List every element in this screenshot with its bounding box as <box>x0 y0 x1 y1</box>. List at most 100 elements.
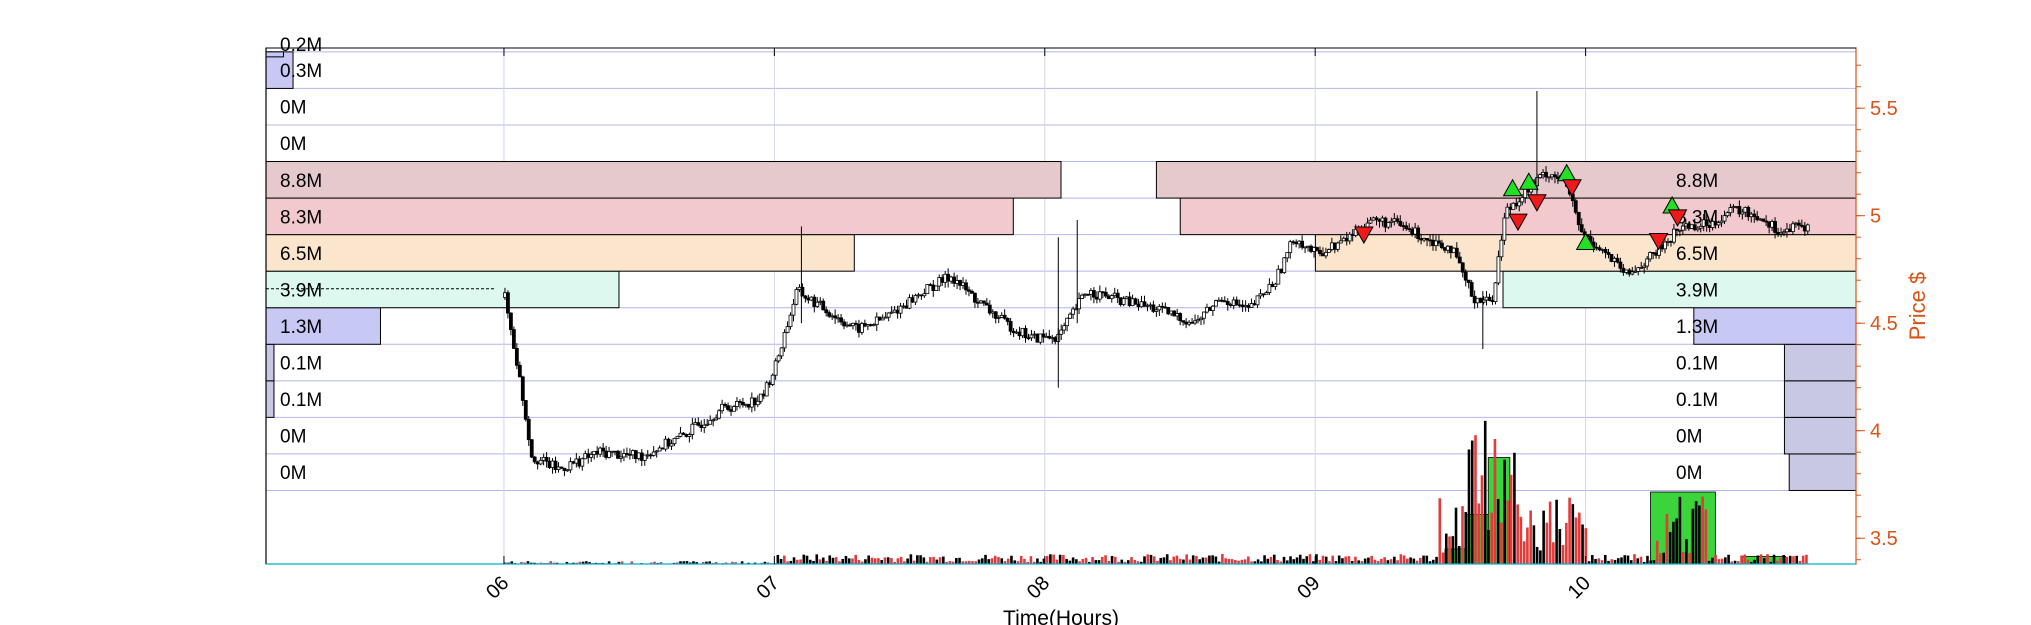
candle-body <box>1710 221 1715 228</box>
candle-body <box>1059 329 1064 335</box>
candle-body <box>1434 240 1438 247</box>
volume-bar <box>1772 554 1776 564</box>
candle-body <box>1463 271 1468 281</box>
volume-bar <box>1470 440 1474 564</box>
left-profile-bar <box>265 270 620 309</box>
volume-bar <box>1402 555 1406 564</box>
volume-bar <box>1201 557 1205 564</box>
candle-body <box>1029 334 1034 339</box>
volume-bar <box>1762 558 1766 564</box>
volume-bar <box>938 557 942 564</box>
volume-bar <box>1341 558 1344 564</box>
volume-bar <box>1509 474 1513 564</box>
left-profile-bar <box>265 161 1062 199</box>
candle-body <box>1252 303 1257 306</box>
candle-body <box>1573 200 1578 213</box>
candle-body <box>1255 295 1260 306</box>
candle-body <box>1716 222 1721 226</box>
volume-bar <box>1357 560 1360 564</box>
candle-body <box>880 317 885 321</box>
candle-body <box>830 315 835 318</box>
candle-body <box>741 401 745 406</box>
candle-body <box>806 297 811 301</box>
candle-body <box>1457 256 1462 264</box>
candle-body <box>1246 304 1251 308</box>
candle-body <box>1228 304 1233 306</box>
candle-body <box>1321 253 1325 257</box>
candle-body <box>1130 298 1135 306</box>
candle-body <box>925 284 930 295</box>
candle-body <box>1380 217 1385 222</box>
candle-body <box>993 311 998 319</box>
volume-bar <box>1516 504 1519 564</box>
candle-body <box>1038 333 1043 343</box>
volume-bar <box>1152 556 1156 564</box>
volume-bar <box>1613 559 1617 564</box>
volume-bar <box>834 557 838 564</box>
volume-bar <box>1172 556 1176 564</box>
candle-body <box>1344 237 1349 242</box>
candle-body <box>1802 225 1807 232</box>
volume-bar <box>1318 559 1322 564</box>
price-candles <box>503 91 1810 477</box>
volume-bar <box>971 561 974 564</box>
volume-bar <box>1367 557 1370 564</box>
buy-signal-marker <box>1575 232 1596 250</box>
candle-body <box>1335 242 1340 250</box>
volume-bar <box>1399 554 1403 564</box>
volume-bar <box>1801 555 1805 564</box>
sell-signal-marker <box>1667 209 1688 227</box>
volume-bar <box>1568 497 1571 564</box>
candle-body <box>955 280 959 284</box>
volume-bar <box>1587 561 1591 564</box>
candle-body <box>1291 241 1296 244</box>
candle-body <box>1005 317 1010 322</box>
volume-bar <box>533 562 536 564</box>
volume-bar <box>1737 561 1740 564</box>
candle-body <box>1139 301 1144 308</box>
candle-body <box>1297 240 1302 245</box>
candle-body <box>1112 292 1117 297</box>
volume-bar <box>1240 559 1244 564</box>
volume-bar <box>1016 561 1020 564</box>
candle-body <box>1222 300 1227 303</box>
volume-bar <box>1578 512 1581 564</box>
candle-body <box>1386 222 1391 228</box>
candle-body <box>785 326 790 333</box>
candle-body <box>729 409 733 412</box>
candle-body <box>523 400 528 420</box>
candle-body <box>934 285 939 291</box>
sell-signal-marker <box>1508 213 1528 232</box>
volume-bar <box>1584 528 1588 564</box>
candle-body <box>1210 305 1215 311</box>
candle-body <box>503 292 507 298</box>
candle-body <box>1094 296 1099 300</box>
candle-body <box>1208 306 1212 311</box>
candle-body <box>1472 295 1477 304</box>
candle-body <box>752 397 757 406</box>
candle-body <box>1440 242 1444 249</box>
volume-bar <box>1623 555 1627 564</box>
volume-bar <box>1746 559 1750 564</box>
candle-body <box>1805 224 1810 232</box>
candle-body <box>1294 241 1299 245</box>
left-profile-label: 0.1M <box>280 390 322 411</box>
volume-bar <box>844 555 848 564</box>
candle-body <box>1779 232 1783 235</box>
volume-bar <box>1464 512 1468 564</box>
volume-bar <box>1039 561 1042 564</box>
volume-bar <box>1230 559 1234 564</box>
candle-body <box>1639 267 1644 269</box>
candle-body <box>1466 279 1471 283</box>
volume-bar <box>1386 560 1390 564</box>
candle-body <box>871 324 876 327</box>
candle-body <box>812 296 817 307</box>
candle-body <box>845 324 849 327</box>
candle-body <box>1225 301 1230 305</box>
volume-bar <box>993 555 997 564</box>
candle-body <box>577 458 582 467</box>
volume-bar <box>1266 558 1270 564</box>
candle-body <box>1097 291 1102 300</box>
volume-bar <box>1685 539 1688 564</box>
candle-body <box>1773 221 1777 233</box>
